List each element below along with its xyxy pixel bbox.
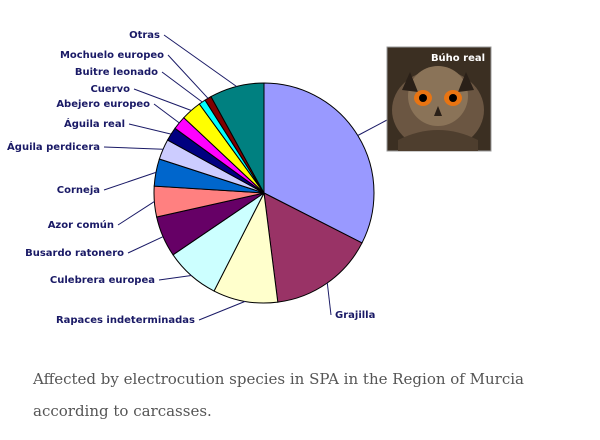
leader-line	[103, 171, 157, 191]
leader-line	[167, 54, 209, 99]
leader-lines	[103, 34, 388, 321]
slice-label: Culebrera europea	[50, 275, 155, 286]
slice-label: Cuervo	[90, 84, 130, 95]
slice-label: Otras	[129, 30, 160, 41]
owl-photo-label: Búho real	[431, 52, 485, 64]
slice-label: Rapaces indeterminadas	[56, 315, 195, 326]
slice-label: Águila real	[64, 117, 125, 130]
leader-line	[161, 71, 203, 103]
slice-label: Corneja	[57, 185, 100, 196]
leader-line	[127, 236, 164, 254]
leader-line	[117, 201, 155, 226]
leader-line	[153, 103, 180, 124]
owl-leader-line	[357, 119, 388, 136]
pie-chart: Grajilla Rapaces indeterminadas Culebrera …	[7, 30, 492, 326]
leader-line	[128, 123, 172, 135]
leader-line	[198, 300, 246, 321]
pie-slice	[210, 82, 265, 194]
slice-label: Grajilla	[335, 310, 375, 321]
leader-line	[158, 275, 192, 281]
leader-line	[133, 88, 192, 111]
leader-line	[103, 146, 164, 150]
owl-photo: Búho real	[386, 46, 492, 152]
slice-label: Azor común	[48, 219, 114, 231]
figure-caption: Affected by electrocution species in SPA…	[33, 370, 524, 420]
leader-line	[163, 34, 237, 87]
slice-label: Águila perdicera	[7, 140, 100, 153]
slice-label: Abejero europeo	[56, 99, 150, 110]
slice-label: Busardo ratonero	[25, 248, 124, 259]
slice-labels: Grajilla Rapaces indeterminadas Culebrera …	[7, 30, 375, 326]
pie-slices	[153, 82, 375, 304]
slice-label: Buitre leonado	[75, 67, 158, 78]
slice-label: Mochuelo europeo	[60, 50, 164, 61]
leader-line	[326, 282, 332, 316]
pie-slice	[263, 82, 375, 244]
pie-slice	[263, 192, 363, 303]
